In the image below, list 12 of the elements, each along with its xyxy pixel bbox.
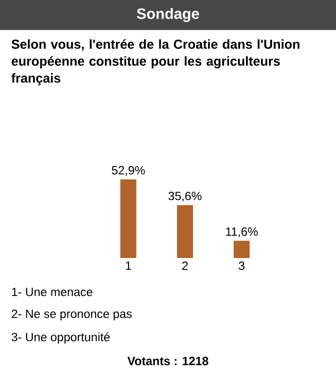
- text: Votants : 1218: [127, 356, 208, 366]
- chart-subtitle: Selon vous, l'entrée de la Croatie dans l'Union européenne constitue pour les agriculteurs français: [11, 39, 300, 86]
- data-label: 11,6%: [226, 227, 258, 238]
- x-tick-label: 2: [182, 262, 188, 270]
- x-tick-label: 1: [126, 262, 132, 270]
- text: 3- Une opportunité: [12, 332, 110, 344]
- text: 2- Ne se prononce pas: [12, 310, 132, 320]
- x-tick-label: 3: [238, 262, 244, 270]
- data-label: 52,9%: [112, 166, 145, 176]
- chart-title: Sondage: [136, 8, 200, 22]
- text: 1- Une menace: [12, 288, 92, 296]
- data-label: 35,6%: [168, 192, 202, 202]
